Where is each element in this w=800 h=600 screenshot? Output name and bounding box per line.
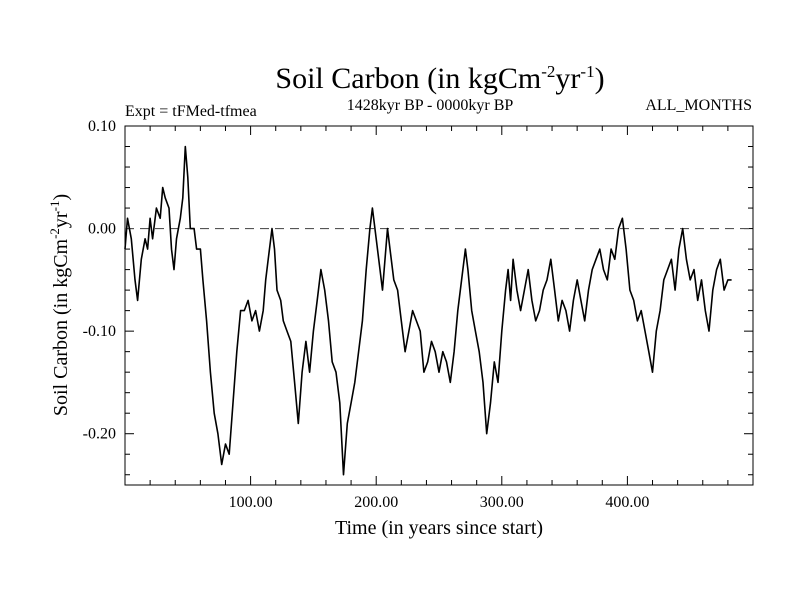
y-tick-labels: 0.10 0.00 -0.10 -0.20 xyxy=(83,118,116,443)
season-label: ALL_MONTHS xyxy=(645,97,752,114)
y-tick-label: 0.10 xyxy=(88,118,116,135)
y-tick-label: -0.10 xyxy=(83,323,116,340)
experiment-label: Expt = tFMed-tfmea xyxy=(125,103,257,120)
y-axis-ticks xyxy=(125,146,753,476)
x-axis-ticks xyxy=(149,126,729,485)
time-range-subtitle: 1428kyr BP - 0000kyr BP xyxy=(347,97,514,114)
x-tick-label: 400.00 xyxy=(605,494,649,511)
x-tick-label: 100.00 xyxy=(229,494,273,511)
y-axis-label: Soil Carbon (in kgCm-2yr-1) xyxy=(47,194,72,416)
x-tick-label: 300.00 xyxy=(480,494,524,511)
soil-carbon-series-line xyxy=(124,145,732,476)
chart-title: Soil Carbon (in kgCm-2yr-1) xyxy=(275,62,604,95)
y-tick-label: -0.20 xyxy=(83,426,116,443)
y-tick-label: 0.00 xyxy=(88,221,116,238)
x-tick-labels: 100.00 200.00 300.00 400.00 xyxy=(229,494,650,511)
plot-frame xyxy=(124,125,754,486)
x-tick-label: 200.00 xyxy=(354,494,398,511)
x-axis-label: Time (in years since start) xyxy=(335,517,543,539)
